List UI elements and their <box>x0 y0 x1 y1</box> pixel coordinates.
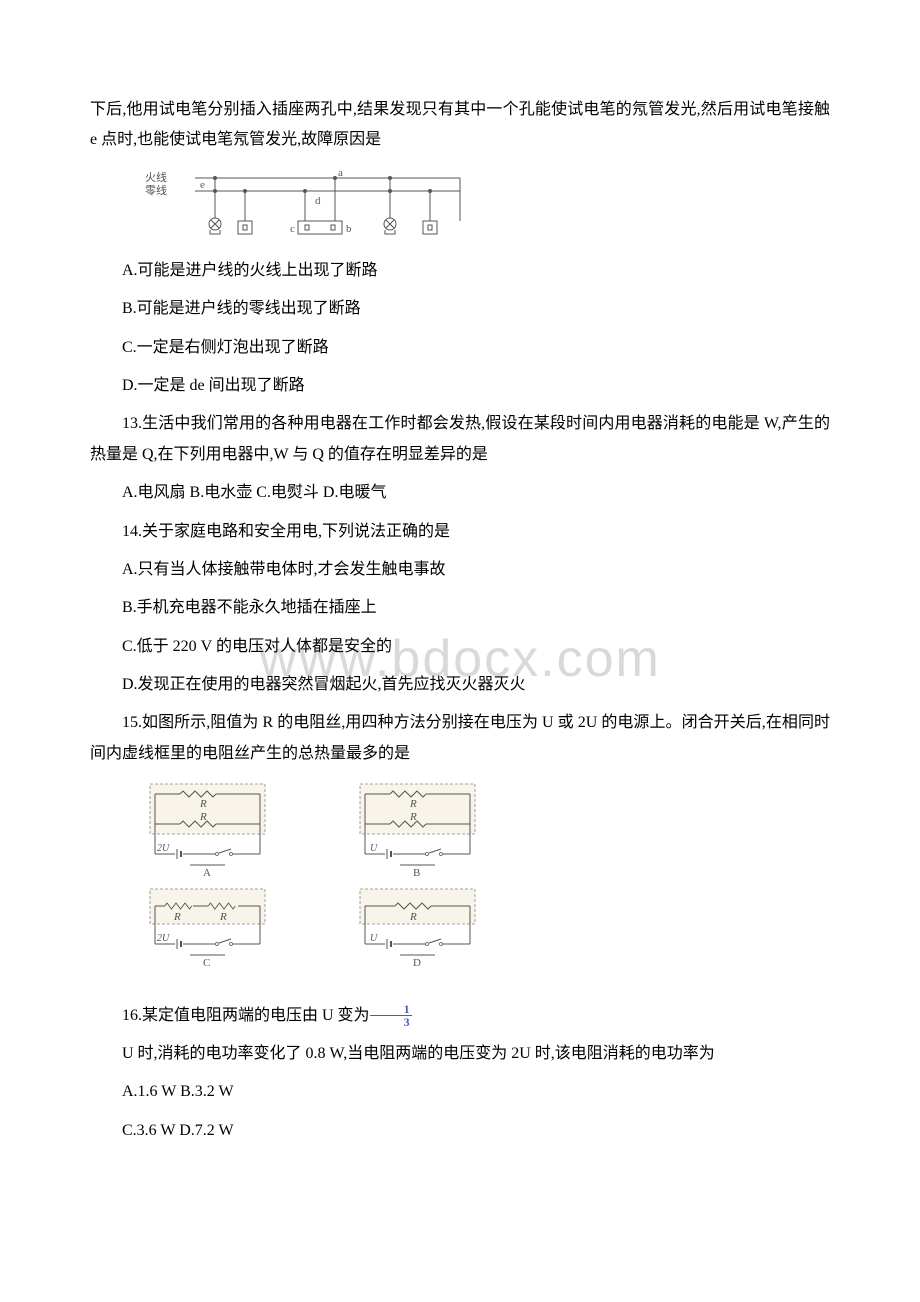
svg-text:火线: 火线 <box>145 170 167 184</box>
svg-text:R: R <box>199 811 207 823</box>
q16-optCD: C.3.6 W D.7.2 W <box>90 1116 830 1146</box>
q12-intro: 下后,他用试电笔分别插入插座两孔中,结果发现只有其中一个孔能使试电笔的氖管发光,… <box>90 95 830 156</box>
circuit-diagram-q12: 火线 零线 e d <box>140 166 830 246</box>
svg-text:2U: 2U <box>157 843 170 854</box>
q16-text1: 16.某定值电阻两端的电压由 U 变为13 <box>90 1001 830 1031</box>
q16-optAB: A.1.6 W B.3.2 W <box>90 1077 830 1107</box>
q12-optD: D.一定是 de 间出现了断路 <box>90 371 830 401</box>
svg-text:d: d <box>315 195 321 207</box>
resistor-circuits-q15: R R 2U A <box>140 779 830 990</box>
q16-text1-inner: 16.某定值电阻两端的电压由 U 变为 <box>122 1007 370 1024</box>
q14-optD: D.发现正在使用的电器突然冒烟起火,首先应找灭火器灭火 <box>90 670 830 700</box>
svg-text:A: A <box>203 867 211 879</box>
svg-text:D: D <box>413 957 421 969</box>
fraction-1-3: 13 <box>370 1003 412 1028</box>
svg-text:b: b <box>346 223 352 235</box>
svg-text:R: R <box>409 911 417 923</box>
q16-text2: U 时,消耗的电功率变化了 0.8 W,当电阻两端的电压变为 2U 时,该电阻消… <box>90 1039 830 1069</box>
q14-optA: A.只有当人体接触带电体时,才会发生触电事故 <box>90 555 830 585</box>
svg-text:a: a <box>338 167 343 179</box>
svg-text:U: U <box>370 843 378 854</box>
svg-text:R: R <box>409 811 417 823</box>
svg-text:B: B <box>413 867 420 879</box>
q12-optA: A.可能是进户线的火线上出现了断路 <box>90 256 830 286</box>
q15-text: 15.如图所示,阻值为 R 的电阻丝,用四种方法分别接在电压为 U 或 2U 的… <box>90 708 830 769</box>
q13-options: A.电风扇 B.电水壶 C.电熨斗 D.电暖气 <box>90 478 830 508</box>
q14-optC: C.低于 220 V 的电压对人体都是安全的 <box>90 632 830 662</box>
fraction-den: 3 <box>370 1016 412 1028</box>
q12-optB: B.可能是进户线的零线出现了断路 <box>90 294 830 324</box>
svg-text:U: U <box>370 933 378 944</box>
q12-optC: C.一定是右侧灯泡出现了断路 <box>90 333 830 363</box>
svg-text:R: R <box>219 911 227 923</box>
svg-text:C: C <box>203 957 210 969</box>
q14-optB: B.手机充电器不能永久地插在插座上 <box>90 593 830 623</box>
q14-text: 14.关于家庭电路和安全用电,下列说法正确的是 <box>90 517 830 547</box>
q13-text: 13.生活中我们常用的各种用电器在工作时都会发热,假设在某段时间内用电器消耗的电… <box>90 409 830 470</box>
svg-text:R: R <box>409 798 417 810</box>
svg-text:c: c <box>290 223 295 235</box>
document-content: 下后,他用试电笔分别插入插座两孔中,结果发现只有其中一个孔能使试电笔的氖管发光,… <box>90 95 830 1146</box>
svg-text:零线: 零线 <box>145 183 167 197</box>
svg-text:e: e <box>200 179 205 191</box>
svg-text:R: R <box>199 798 207 810</box>
svg-text:R: R <box>173 911 181 923</box>
svg-text:2U: 2U <box>157 933 170 944</box>
